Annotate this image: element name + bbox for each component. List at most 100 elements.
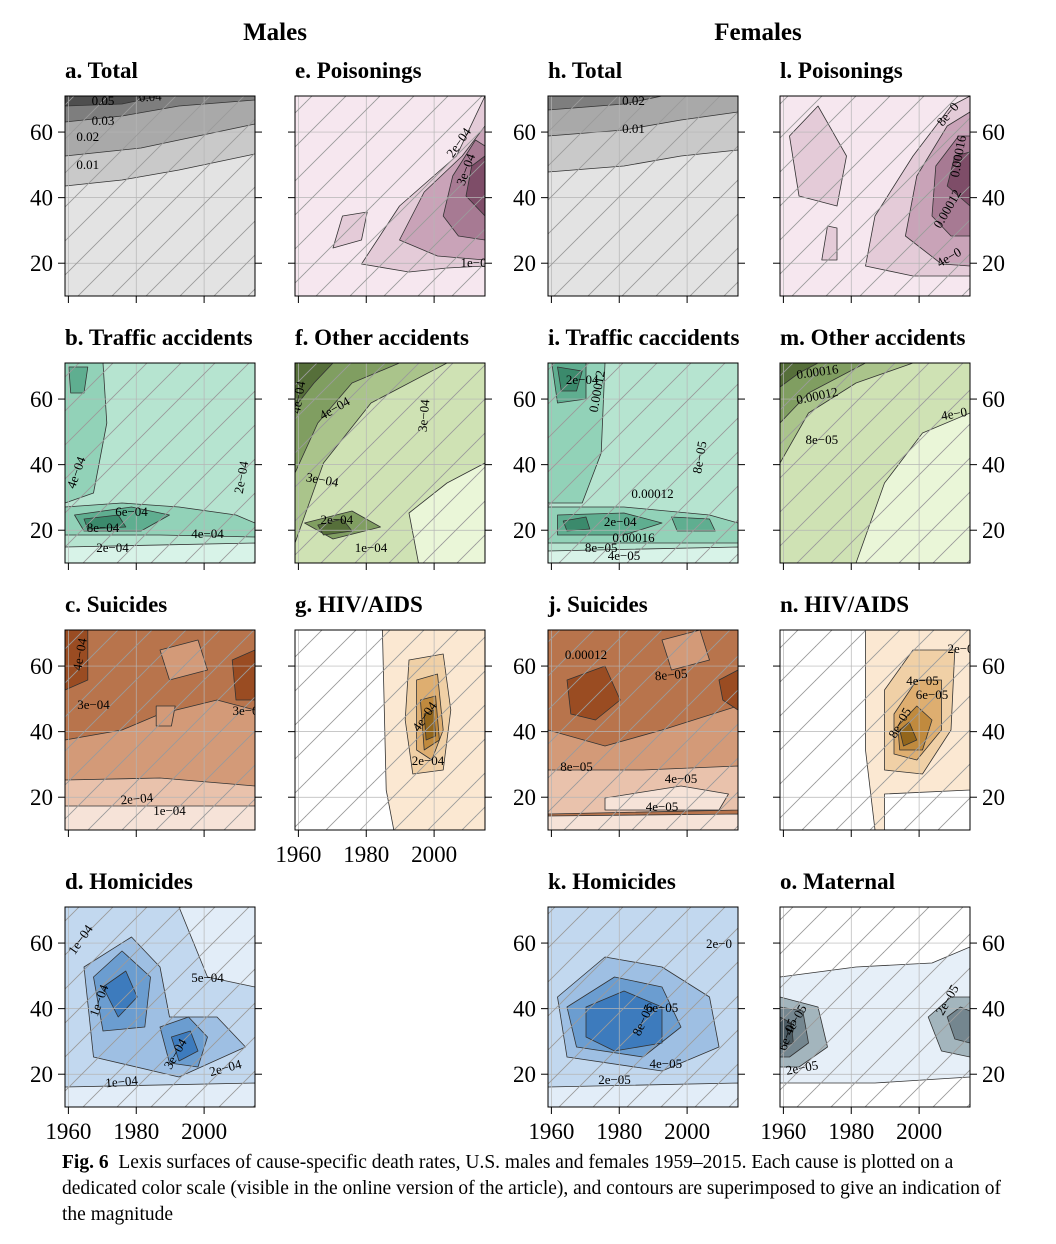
cohort-diagonals-g	[295, 630, 485, 830]
y-tick-label-c: 60	[30, 654, 53, 679]
contour-label-m-3: 4e−0	[940, 404, 968, 423]
y-tick-label-j: 40	[513, 720, 536, 745]
contour-label-i-7: 4e−05	[608, 548, 641, 563]
males-heading: Males	[243, 19, 307, 46]
panel-title-l: l. Poisonings	[780, 58, 903, 83]
panel-title-m: m. Other accidents	[780, 325, 966, 350]
contour-label-i-6: 8e−05	[585, 540, 618, 555]
y-tick-label-o: 40	[982, 997, 1005, 1022]
caption-label: Fig. 6	[62, 1152, 109, 1173]
y-tick-label-c: 40	[30, 720, 53, 745]
panel-d: d. Homicides 1e−041e−043e−045e−042e−041e−…	[30, 869, 262, 1144]
contour-label-f-3: 3e−04	[305, 469, 340, 490]
y-tick-label-l: 40	[982, 186, 1005, 211]
x-tick-label-d: 1960	[45, 1119, 91, 1144]
contour-label-b-1: 6e−04	[115, 504, 148, 519]
x-tick-label-o: 2000	[896, 1119, 942, 1144]
contour-label-i-5: 0.00016	[612, 530, 655, 545]
cohort-diagonals-a	[65, 96, 255, 296]
y-tick-label-a: 40	[30, 186, 53, 211]
y-tick-label-i: 40	[513, 453, 536, 478]
contour-label-k-0: 2e−0	[706, 936, 732, 951]
contour-label-a-4: 0.01	[76, 157, 99, 172]
contour-label-d-3: 5e−04	[191, 970, 224, 985]
contour-label-j-0: 0.00012	[565, 647, 607, 662]
y-tick-label-b: 20	[30, 518, 53, 543]
panel-j: j. Suicides 0.00012 8e−05 8e−05 4e−05 4e−05 20…	[513, 592, 745, 837]
contour-label-i-1: 0.00012	[586, 369, 608, 413]
x-tick-label-k: 2000	[664, 1119, 710, 1144]
y-tick-label-n: 40	[982, 720, 1005, 745]
contour-label-m-0: 0.00016	[795, 361, 839, 382]
panel-title-h: h. Total	[548, 58, 622, 83]
panel-frame-c	[64, 629, 256, 831]
y-tick-label-j: 60	[513, 654, 536, 679]
cohort-diagonals-e	[295, 96, 485, 296]
contour-label-j-1: 8e−05	[654, 666, 688, 684]
contour-label-i-0: 2e−04	[566, 372, 599, 387]
cohort-diagonals-d	[65, 907, 255, 1107]
panel-frame-n	[779, 629, 971, 831]
cohort-diagonals-i	[548, 363, 738, 563]
contour-label-h-1: 0.01	[622, 121, 645, 136]
y-tick-label-j: 20	[513, 785, 536, 810]
cohort-diagonals-b	[65, 363, 255, 563]
surface-h: 0.02 0.01	[548, 93, 738, 296]
y-tick-label-d: 20	[30, 1062, 53, 1087]
panel-title-c: c. Suicides	[65, 592, 167, 617]
contour-label-j-3: 4e−05	[665, 771, 698, 786]
surface-a: 0.05 0.04 0.030.02 0.01	[65, 88, 255, 296]
contour-label-a-1: 0.04	[139, 88, 163, 104]
y-tick-label-o: 60	[982, 931, 1005, 956]
panel-frame-e	[294, 95, 486, 297]
panel-title-a: a. Total	[65, 58, 138, 83]
y-tick-label-n: 60	[982, 654, 1005, 679]
cohort-diagonals-k	[548, 907, 738, 1107]
panel-title-n: n. HIV/AIDS	[780, 592, 909, 617]
y-tick-label-d: 40	[30, 997, 53, 1022]
panel-frame-o	[779, 906, 971, 1108]
contour-label-c-0: 4e−04	[69, 636, 90, 671]
contour-label-a-2: 0.03	[92, 113, 115, 128]
contour-label-c-1: 3e−04	[77, 697, 110, 712]
caption-text: Lexis surfaces of cause-specific death r…	[62, 1152, 1001, 1225]
panel-title-d: d. Homicides	[65, 869, 193, 894]
y-tick-label-m: 60	[982, 387, 1005, 412]
females-heading: Females	[714, 19, 802, 46]
contour-label-d-5: 1e−04	[105, 1073, 139, 1091]
panel-title-e: e. Poisonings	[295, 58, 422, 83]
y-tick-label-d: 60	[30, 931, 53, 956]
contour-label-h-0: 0.02	[622, 93, 645, 108]
contour-label-b-3: 4e−04	[191, 526, 224, 541]
contour-label-g-1: 2e−04	[412, 753, 445, 768]
y-tick-label-b: 60	[30, 387, 53, 412]
panel-title-b: b. Traffic accidents	[65, 325, 253, 350]
panel-m: m. Other accidents0.000160.000128e−054e−…	[773, 325, 1005, 570]
contour-label-a-3: 0.02	[76, 129, 99, 144]
x-tick-label-k: 1960	[528, 1119, 574, 1144]
contour-label-e-2: 1e−0	[461, 255, 487, 270]
panel-frame-m	[779, 362, 971, 564]
contour-label-i-3: 0.00012	[631, 486, 673, 501]
cohort-diagonals-m	[780, 363, 970, 563]
contour-label-n-2: 6e−05	[916, 687, 949, 702]
y-tick-label-c: 20	[30, 785, 53, 810]
y-tick-label-m: 40	[982, 453, 1005, 478]
cohort-diagonals-c	[65, 630, 255, 830]
y-tick-label-o: 20	[982, 1062, 1005, 1087]
contour-label-f-4: 2e−04	[320, 512, 353, 527]
y-tick-label-a: 60	[30, 120, 53, 145]
contour-label-n-0: 2e−0	[947, 641, 973, 656]
figure-caption: Fig. 6 Lexis surfaces of cause-specific …	[62, 1150, 1022, 1228]
x-tick-label-o: 1960	[760, 1119, 806, 1144]
contour-label-k-1: 6e−05	[646, 1000, 679, 1015]
panel-title-k: k. Homicides	[548, 869, 676, 894]
y-tick-label-h: 40	[513, 186, 536, 211]
